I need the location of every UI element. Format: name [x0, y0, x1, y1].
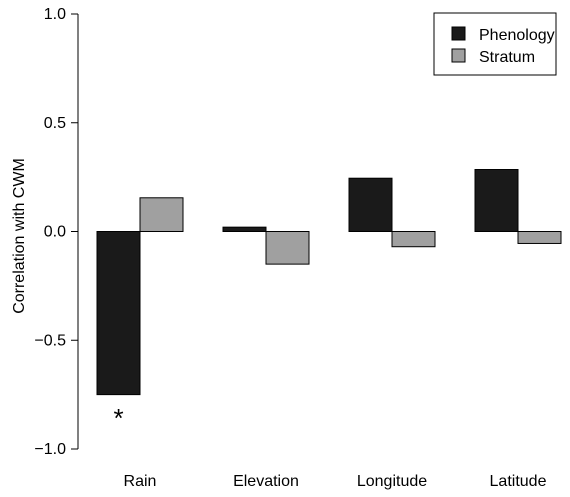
y-tick-label: −0.5: [34, 332, 66, 349]
bar-stratum-rain: [139, 197, 184, 233]
x-tick-label: Elevation: [233, 473, 299, 490]
legend-swatch-stratum: [451, 48, 466, 63]
y-tick-label: −1.0: [34, 441, 66, 458]
significance-annotation: *: [113, 403, 123, 433]
bar-stratum-latitude: [517, 231, 562, 244]
y-tick-label: 0.0: [44, 224, 66, 241]
bar-phenology-latitude: [474, 169, 519, 232]
y-tick-label: 1.0: [44, 6, 66, 23]
bar-phenology-elevation: [222, 226, 267, 232]
x-tick-label: Latitude: [490, 473, 547, 490]
x-tick-labels: Rain Elevation Longitude Latitude: [124, 473, 547, 490]
x-tick-label: Rain: [124, 473, 157, 490]
bar-stratum-longitude: [391, 231, 436, 248]
y-axis-label: Correlation with CWM: [11, 158, 28, 314]
bar-stratum-elevation: [265, 231, 310, 265]
legend-box: [433, 12, 557, 76]
legend: Phenology Stratum: [433, 12, 557, 76]
bars-group: *: [96, 169, 562, 433]
legend-label-stratum: Stratum: [479, 49, 535, 66]
bar-phenology-rain: [96, 231, 141, 396]
y-tick-label: 0.5: [44, 115, 66, 132]
x-tick-label: Longitude: [357, 473, 427, 490]
legend-label-phenology: Phenology: [479, 27, 555, 44]
y-axis: −1.0 −0.5 0.0 0.5 1.0: [34, 6, 79, 458]
legend-swatch-phenology: [451, 26, 466, 41]
bar-phenology-longitude: [348, 177, 393, 232]
